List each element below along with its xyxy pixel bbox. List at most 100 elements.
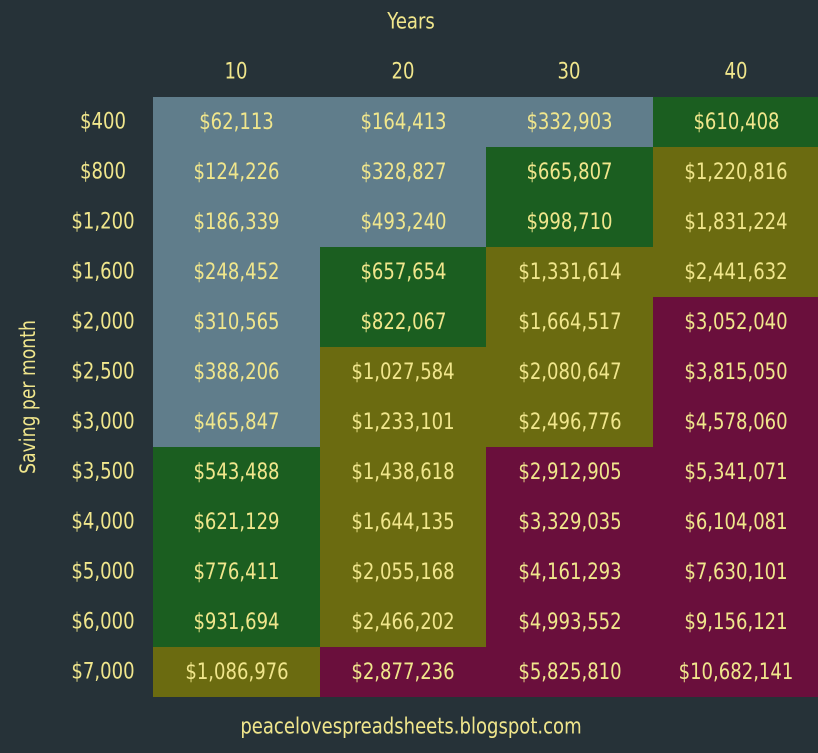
heatmap-cell: $1,027,584: [320, 347, 486, 397]
column-header: 40: [724, 59, 748, 85]
cell-value: $4,993,552: [517, 609, 622, 635]
cell-value: $1,664,517: [517, 309, 622, 335]
cell-value: $332,903: [526, 109, 613, 135]
heatmap-cell: $2,080,647: [486, 347, 653, 397]
row-label: $7,000: [71, 659, 135, 685]
cell-value: $1,644,135: [351, 509, 455, 535]
cell-value: $621,129: [193, 509, 280, 535]
cell-value: $328,827: [359, 159, 447, 185]
row-label: $3,000: [71, 409, 135, 435]
heatmap-cell: $124,226: [153, 147, 320, 197]
cell-value: $2,441,632: [684, 259, 788, 285]
heatmap-cell: $1,220,816: [653, 147, 818, 197]
cell-value: $465,847: [193, 409, 280, 435]
heatmap-cell: $2,912,905: [486, 447, 653, 497]
heatmap-cell: $493,240: [320, 197, 486, 247]
chart-title: Years: [387, 9, 435, 35]
heatmap-cell: $1,438,618: [320, 447, 486, 497]
cell-value: $1,220,816: [684, 159, 788, 185]
heatmap-cell: $621,129: [153, 497, 320, 547]
row-label: $800: [80, 159, 126, 185]
cell-value: $2,466,202: [351, 609, 455, 635]
heatmap-cell: $822,067: [320, 297, 486, 347]
cell-value: $1,027,584: [351, 359, 455, 385]
heatmap-cell: $1,644,135: [320, 497, 486, 547]
cell-value: $5,341,071: [684, 459, 788, 485]
heatmap-cell: $998,710: [486, 197, 653, 247]
heatmap-cell: $248,452: [153, 247, 320, 297]
column-header: 20: [391, 59, 415, 85]
cell-value: $186,339: [193, 209, 280, 235]
column-header: 10: [224, 59, 248, 85]
heatmap-cell: $1,331,614: [486, 247, 653, 297]
heatmap-cell: $931,694: [153, 597, 320, 647]
cell-value: $1,233,101: [351, 409, 455, 435]
heatmap-cell: $6,104,081: [653, 497, 818, 547]
row-label: $3,500: [71, 459, 135, 485]
cell-value: $248,452: [193, 259, 280, 285]
cell-value: $4,578,060: [684, 409, 788, 435]
heatmap-cell: $665,807: [486, 147, 653, 197]
heatmap-cell: $2,055,168: [320, 547, 486, 597]
cell-value: $2,877,236: [351, 659, 455, 685]
row-label: $400: [80, 109, 126, 135]
heatmap-cell: $4,161,293: [486, 547, 653, 597]
cell-value: $610,408: [692, 109, 780, 135]
heatmap-cell: $332,903: [486, 97, 653, 147]
cell-value: $5,825,810: [517, 659, 622, 685]
row-label: $4,000: [71, 509, 135, 535]
cell-value: $998,710: [526, 209, 613, 235]
heatmap-cell: $2,877,236: [320, 647, 486, 697]
heatmap-cell: $1,086,976: [153, 647, 320, 697]
cell-value: $3,815,050: [684, 359, 788, 385]
heatmap-cell: $186,339: [153, 197, 320, 247]
heatmap-cell: $1,233,101: [320, 397, 486, 447]
cell-value: $4,161,293: [517, 559, 622, 585]
cell-value: $657,654: [359, 259, 447, 285]
heatmap-cell: $2,496,776: [486, 397, 653, 447]
heatmap-cell: $657,654: [320, 247, 486, 297]
heatmap-cell: $62,113: [153, 97, 320, 147]
cell-value: $2,080,647: [517, 359, 622, 385]
heatmap-cell: $164,413: [320, 97, 486, 147]
cell-value: $164,413: [359, 109, 447, 135]
row-label: $1,200: [71, 209, 135, 235]
cell-value: $7,630,101: [684, 559, 788, 585]
cell-value: $3,052,040: [684, 309, 788, 335]
cell-value: $931,694: [193, 609, 280, 635]
cell-value: $388,206: [193, 359, 280, 385]
heatmap-cell: $4,993,552: [486, 597, 653, 647]
heatmap-cell: $3,052,040: [653, 297, 818, 347]
cell-value: $2,496,776: [517, 409, 622, 435]
column-header: 30: [557, 59, 581, 85]
row-label: $2,000: [71, 309, 135, 335]
cell-value: $776,411: [193, 559, 280, 585]
y-axis-label: Saving per month: [16, 320, 40, 474]
source-label: peacelovespreadsheets.blogspot.com: [240, 714, 582, 740]
heatmap-cell: $543,488: [153, 447, 320, 497]
cell-value: $2,055,168: [351, 559, 455, 585]
heatmap-cell: $465,847: [153, 397, 320, 447]
cell-value: $1,831,224: [684, 209, 788, 235]
row-label: $1,600: [71, 259, 135, 285]
cell-value: $493,240: [359, 209, 447, 235]
cell-value: $1,438,618: [351, 459, 455, 485]
heatmap-cell: $10,682,141: [653, 647, 818, 697]
cell-value: $62,113: [199, 109, 274, 135]
cell-value: $665,807: [526, 159, 613, 185]
cell-value: $6,104,081: [684, 509, 788, 535]
heatmap-cell: $4,578,060: [653, 397, 818, 447]
heatmap-cell: $5,341,071: [653, 447, 818, 497]
heatmap-cell: $5,825,810: [486, 647, 653, 697]
row-label: $6,000: [71, 609, 135, 635]
heatmap-cell: $9,156,121: [653, 597, 818, 647]
cell-value: $9,156,121: [684, 609, 788, 635]
heatmap-cell: $3,815,050: [653, 347, 818, 397]
heatmap-cell: $310,565: [153, 297, 320, 347]
heatmap-cell: $610,408: [653, 97, 818, 147]
cell-value: $10,682,141: [678, 659, 794, 685]
cell-value: $822,067: [359, 309, 447, 335]
cell-value: $124,226: [193, 159, 280, 185]
heatmap-cell: $1,664,517: [486, 297, 653, 347]
